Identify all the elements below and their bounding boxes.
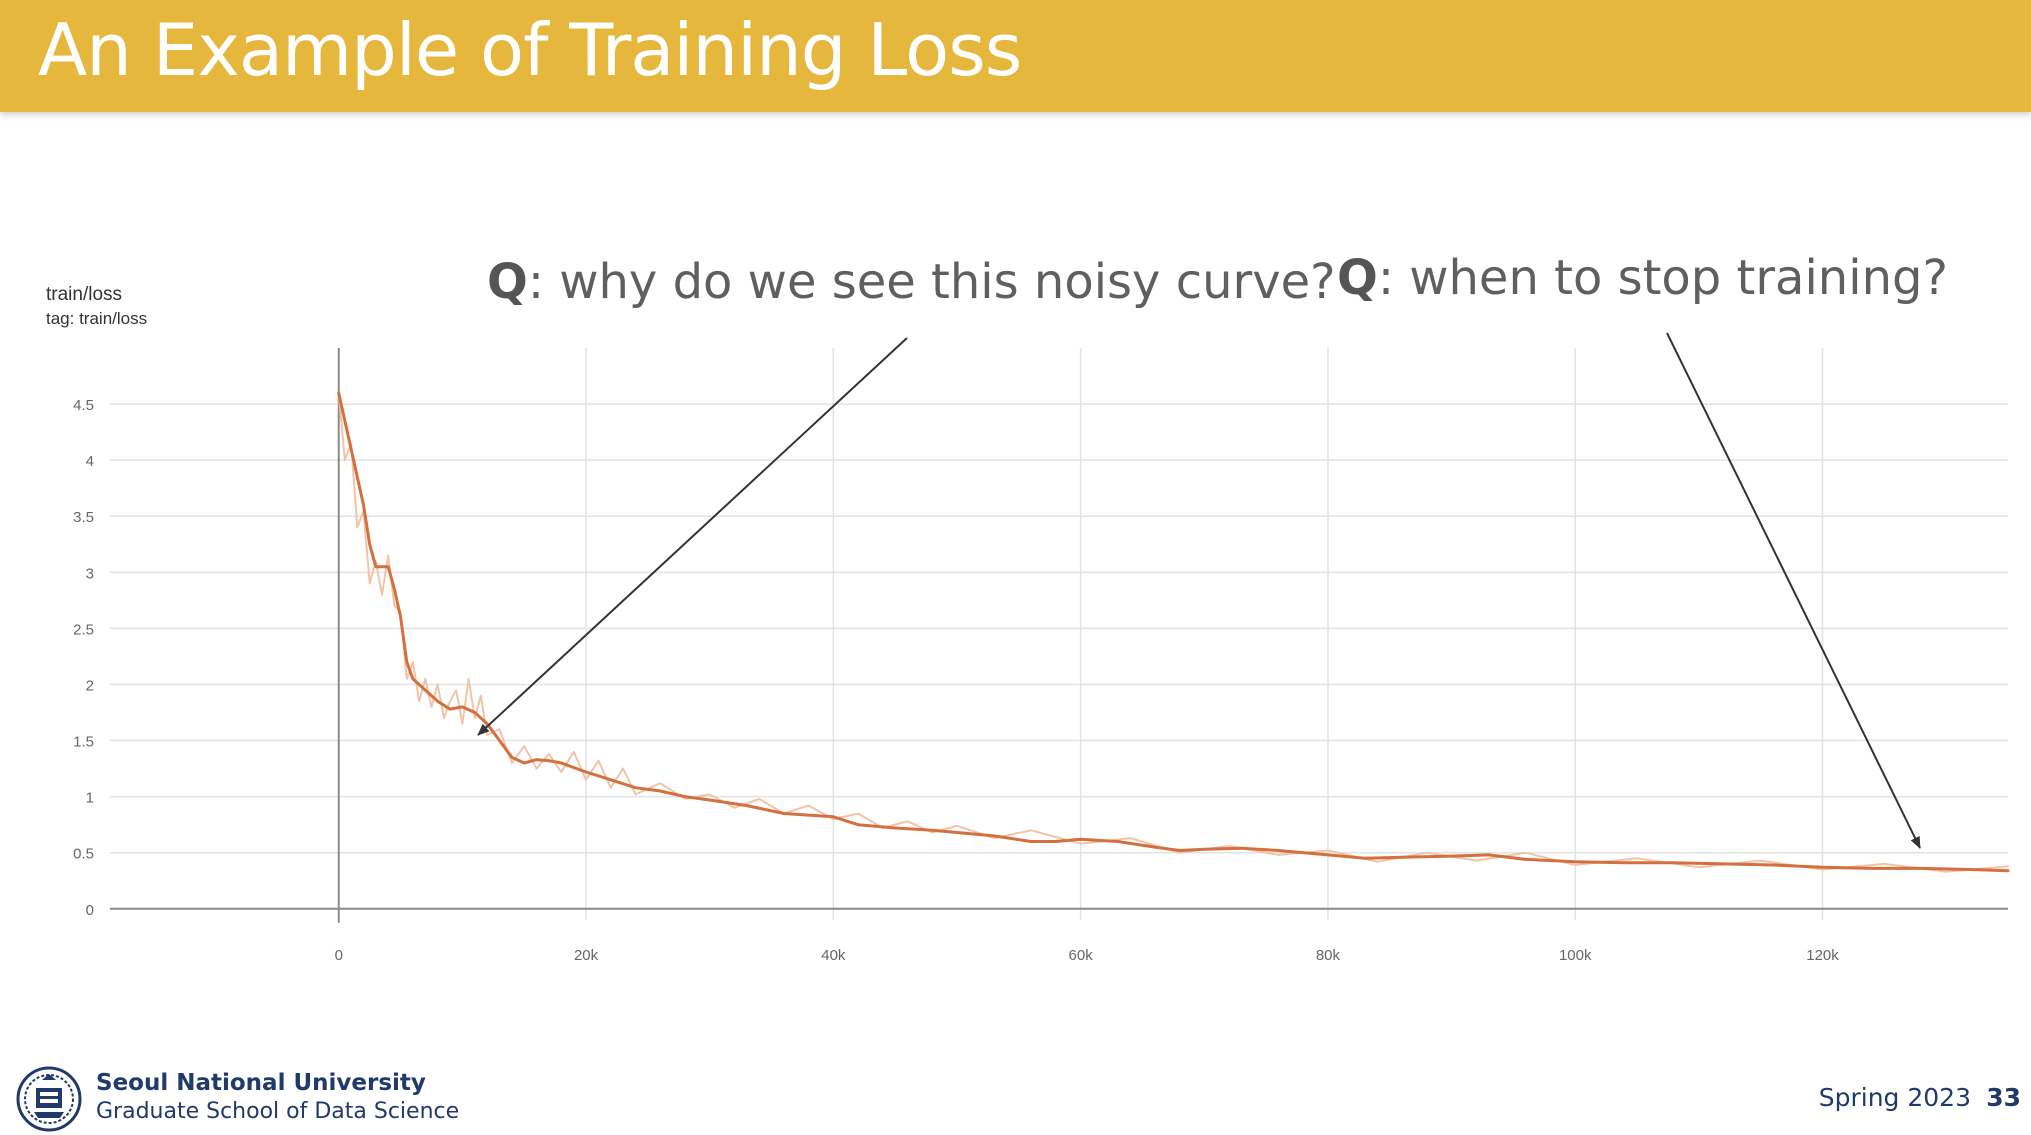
chart-axes — [110, 348, 2008, 923]
y-tick-label: 3 — [86, 565, 94, 582]
x-tick-label: 40k — [821, 947, 846, 964]
footer-university: Seoul National University — [96, 1070, 426, 1096]
question-text: : when to stop training? — [1377, 250, 1948, 306]
question-noisy-curve: Q: why do we see this noisy curve? — [487, 254, 1336, 310]
y-tick-label: 4 — [86, 453, 94, 470]
y-tick-label: 0.5 — [73, 846, 94, 863]
chart-name: train/loss — [46, 284, 123, 305]
y-tick-label: 4.5 — [73, 397, 94, 414]
chart-tag: tag: train/loss — [46, 309, 148, 328]
chart-tick-labels: 0 0.5 1 1.5 2 2.5 3 3.5 4 4.5 0 20k 40k 60k 80k 100k 120… — [73, 397, 1839, 964]
chart-grid — [110, 348, 2008, 920]
university-seal-icon — [16, 1066, 82, 1132]
smoothed-loss-line — [337, 391, 2010, 873]
x-tick-label: 20k — [574, 947, 599, 964]
y-tick-label: 3.5 — [73, 509, 94, 526]
x-tick-label: 80k — [1316, 947, 1341, 964]
question-prefix: Q — [487, 254, 528, 310]
y-tick-label: 0 — [86, 902, 94, 919]
y-tick-label: 2 — [86, 677, 94, 694]
question-text: : why do we see this noisy curve? — [527, 254, 1336, 310]
title-bar — [0, 0, 2031, 112]
footer-term: Spring 2023 — [1818, 1083, 1971, 1112]
annotation-arrow-stop — [1666, 332, 1921, 849]
slide-title: An Example of Training Loss — [38, 8, 1022, 92]
y-tick-label: 2.5 — [73, 621, 94, 638]
question-stop-training: Q: when to stop training? — [1337, 250, 1948, 306]
x-tick-label: 0 — [335, 947, 343, 964]
footer-school: Graduate School of Data Science — [96, 1099, 460, 1124]
x-tick-label: 120k — [1806, 947, 1839, 964]
y-tick-label: 1 — [86, 790, 94, 807]
question-prefix: Q — [1337, 250, 1378, 306]
y-tick-label: 1.5 — [73, 734, 94, 751]
x-tick-label: 100k — [1559, 947, 1592, 964]
chart-series — [337, 391, 2010, 873]
x-tick-label: 60k — [1069, 947, 1094, 964]
page-number: 33 — [1986, 1083, 2021, 1112]
annotation-arrow-noise — [477, 337, 908, 736]
